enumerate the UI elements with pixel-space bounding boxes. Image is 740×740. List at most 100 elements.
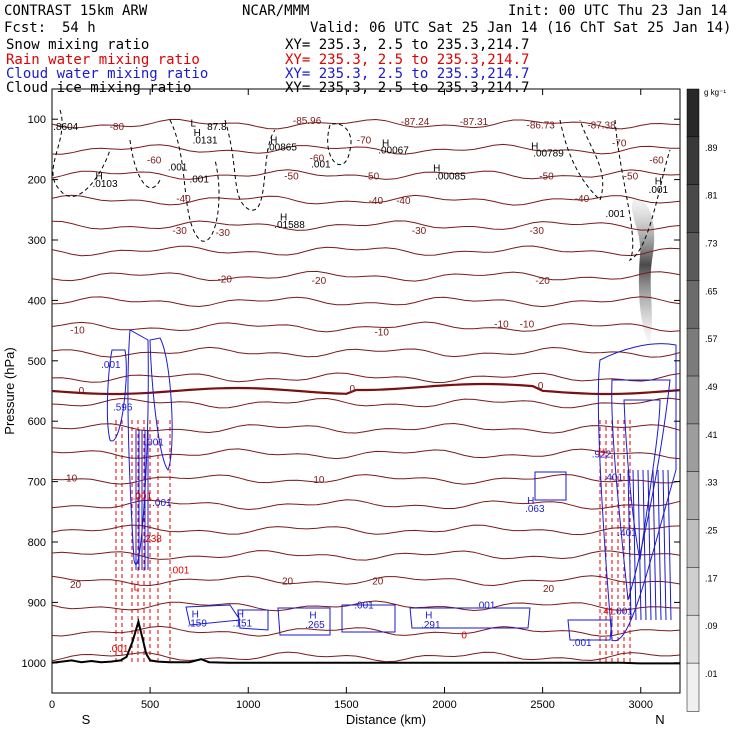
cloud-water-label: H: [192, 610, 199, 621]
cloud-water-contour: [567, 619, 613, 641]
cloud-water-contour: [657, 469, 662, 621]
rain-label: .001: [133, 492, 153, 503]
ice-label: .00085: [435, 172, 466, 183]
isotherm-label: -86.73: [527, 120, 556, 131]
y-axis-title: Pressure (hPa): [2, 347, 17, 434]
cloud-water-contour: [627, 469, 632, 621]
isotherm-line: [51, 625, 681, 637]
cloud-water-label: H: [527, 496, 534, 507]
isotherm-label: -40: [396, 196, 411, 207]
isotherm-line: [51, 194, 681, 206]
isotherm-label: -50: [624, 172, 639, 183]
isotherm-label: -30: [412, 226, 427, 237]
cloud-water-label: .265: [305, 620, 325, 631]
cloud-water-label: .401: [617, 528, 637, 539]
ice-label: H: [382, 138, 389, 149]
rain-label: .41: [600, 607, 614, 618]
cloud-water-label: .291: [421, 620, 441, 631]
cloud-water-contour: [611, 379, 671, 601]
x-tick-label: 2500: [530, 699, 554, 711]
isotherm-label: -50: [365, 172, 380, 183]
isotherm-label: -40: [575, 194, 590, 205]
isotherm-label: 20: [543, 584, 555, 595]
ice-label: .0103: [92, 179, 117, 190]
isotherm-label: -60: [310, 154, 325, 165]
isotherm-line: [51, 524, 681, 536]
y-tick-label: 800: [28, 537, 46, 549]
colorbar-swatch: [686, 519, 700, 569]
colorbar-tick-label: .33: [705, 478, 718, 488]
colorbar-swatch: [686, 280, 700, 329]
model-label: CONTRAST 15km ARW: [4, 3, 148, 19]
field-xy-snow: XY= 235.3, 2.5 to 235.3,214.7: [285, 37, 530, 53]
y-tick-label: 700: [28, 477, 46, 489]
ice-label: .0131: [193, 135, 218, 146]
colorbar-tick-label: .89: [705, 143, 718, 153]
isotherm-label: 0: [79, 386, 85, 397]
ice-label: H: [95, 172, 102, 183]
cloud-water-label: .401: [604, 472, 624, 483]
isotherm-line: [51, 169, 681, 180]
cloud-water-contour: [237, 609, 269, 631]
cloud-water-label: H: [309, 611, 316, 622]
field-xy-cloud-water: XY= 235.3, 2.5 to 235.3,214.7: [285, 66, 530, 82]
y-tick-label: 200: [28, 175, 46, 187]
x-end-label-south: S: [82, 712, 91, 727]
isotherm-label: -87.31: [460, 117, 489, 128]
isotherm-label: -50: [284, 172, 299, 183]
x-tick-label: 3000: [629, 699, 653, 711]
isotherm-line: [51, 600, 681, 612]
colorbar-tick-label: .17: [705, 573, 718, 583]
ice-label: H: [433, 164, 440, 175]
ice-label: .00865: [266, 143, 297, 154]
cloud-water-label: H: [237, 610, 244, 621]
colorbar-swatch: [686, 232, 700, 282]
ice-label: 87.8: [207, 122, 227, 133]
colorbar-swatch: [686, 423, 700, 473]
isotherm-line: [51, 270, 681, 282]
rain-label: .001: [109, 644, 129, 655]
fcst-value: 54 h: [62, 20, 96, 36]
cloud-water-label: .001: [152, 498, 172, 509]
init-label: Init: 00 UTC Thu 23 Jan 14: [508, 3, 728, 19]
isotherm-label: -10: [494, 320, 509, 331]
isotherm-label: -40: [369, 196, 384, 207]
colorbar-swatch: [686, 327, 700, 377]
colorbar-swatch: [686, 614, 700, 664]
colorbar-tick-label: .65: [705, 286, 718, 296]
colorbar-tick-label: .49: [705, 382, 718, 392]
isotherm-line: [51, 143, 681, 155]
x-tick-label: 500: [141, 699, 159, 711]
isotherm-line: [51, 499, 681, 511]
colorbar-swatch: [686, 88, 700, 138]
x-end-label-north: N: [655, 712, 664, 727]
isotherm-label: -30: [172, 226, 187, 237]
cloud-water-label: .001: [572, 638, 592, 649]
snow-shading: [631, 199, 655, 345]
colorbar-tick-label: .25: [705, 526, 718, 536]
cloud-water-contour: [106, 349, 127, 442]
isotherm-label: -30: [215, 228, 230, 239]
terrain-line: [51, 617, 680, 665]
isotherm-label: -60: [147, 155, 162, 166]
cloud-water-contour: [277, 607, 331, 636]
isotherm-label: -50: [539, 172, 554, 183]
y-tick-label: 1000: [22, 658, 46, 670]
y-tick-label: 600: [28, 416, 46, 428]
y-tick-label: 400: [28, 295, 46, 307]
ice-label: .001: [649, 185, 669, 196]
cloud-water-contour: [647, 469, 652, 621]
isotherm-label: -20: [535, 276, 550, 287]
x-tick-label: 2000: [432, 699, 456, 711]
colorbar-tick-label: .57: [705, 334, 718, 344]
cloud-water-contour: [637, 469, 642, 621]
isotherm-label: -70: [612, 138, 627, 149]
isotherm-label: -87.38: [587, 120, 616, 131]
isotherm-label: -10: [520, 320, 535, 331]
rain-label: H: [598, 448, 605, 459]
isotherm-label: -20: [312, 276, 327, 287]
rain-label: L: [134, 582, 140, 593]
y-tick-label: 900: [28, 597, 46, 609]
colorbar-swatch: [686, 567, 700, 616]
